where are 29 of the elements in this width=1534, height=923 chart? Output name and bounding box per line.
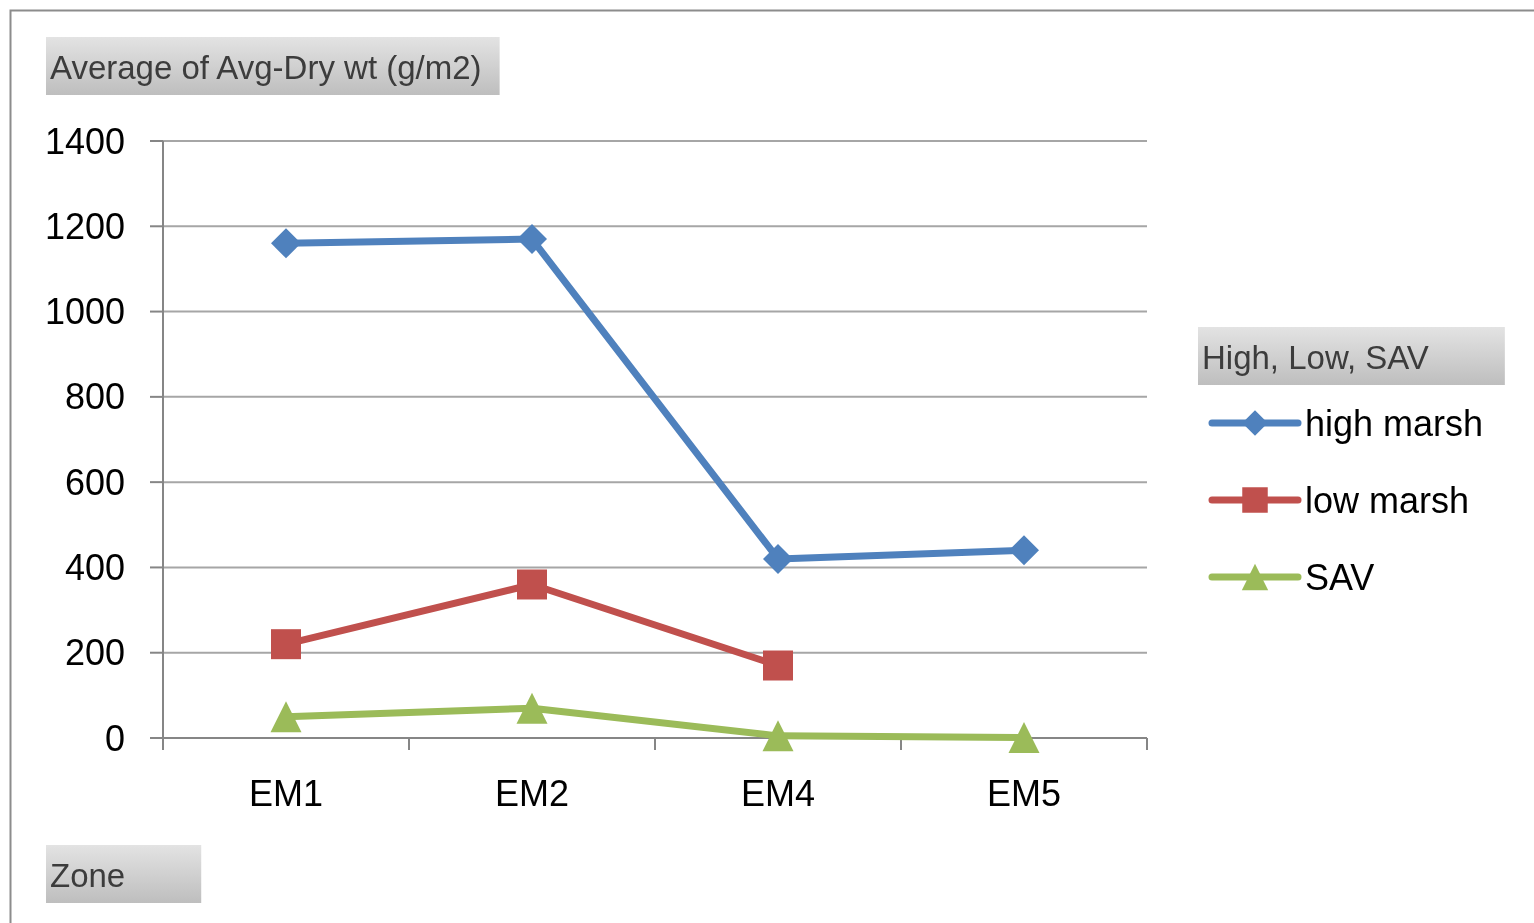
point bbox=[1008, 722, 1040, 754]
x-axis-title: Zone bbox=[50, 857, 126, 894]
y-tick-label: 200 bbox=[64, 632, 125, 674]
legend-label: high marsh bbox=[1305, 402, 1484, 444]
point bbox=[271, 629, 301, 660]
x-tick-label: EM4 bbox=[740, 772, 816, 814]
y-tick-label: 1200 bbox=[44, 205, 125, 247]
legend-label: low marsh bbox=[1305, 479, 1470, 521]
point bbox=[763, 543, 793, 574]
legend-label: SAV bbox=[1305, 556, 1375, 598]
point bbox=[271, 228, 301, 259]
point bbox=[516, 692, 548, 724]
x-tick-label: EM5 bbox=[986, 772, 1062, 814]
y-tick-label: 800 bbox=[64, 376, 125, 418]
point bbox=[762, 720, 794, 752]
y-tick-label: 1000 bbox=[44, 291, 125, 333]
point bbox=[1009, 535, 1039, 566]
y-tick-label: 1400 bbox=[44, 120, 125, 162]
point bbox=[763, 650, 793, 681]
point bbox=[517, 224, 547, 255]
y-tick-label: 600 bbox=[64, 461, 125, 503]
x-tick-label: EM1 bbox=[248, 772, 324, 814]
point bbox=[270, 701, 302, 733]
x-tick-label: EM2 bbox=[494, 772, 570, 814]
point bbox=[517, 569, 547, 600]
legend-title: High, Low, SAV bbox=[1202, 339, 1429, 376]
y-tick-label: 0 bbox=[104, 717, 125, 759]
y-tick-label: 400 bbox=[64, 547, 125, 589]
y-axis-title: Average of Avg-Dry wt (g/m2) bbox=[50, 49, 482, 86]
